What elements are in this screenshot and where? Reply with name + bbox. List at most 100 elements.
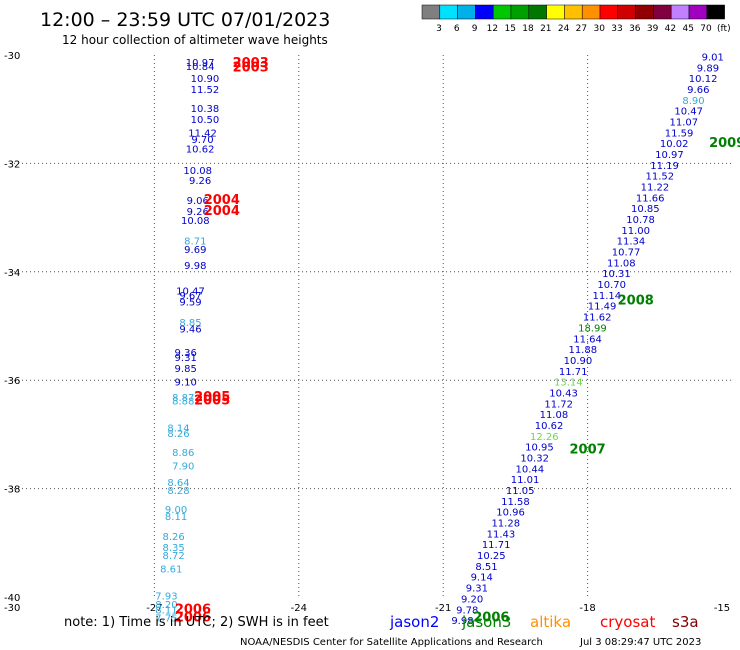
- colorbar-label: 18: [522, 24, 534, 34]
- x-tick-label: -24: [291, 603, 307, 614]
- swh-value: 10.08: [183, 166, 212, 177]
- swh-value: 11.07: [670, 117, 699, 128]
- colorbar-label: 36: [629, 24, 641, 34]
- time-label: 2006: [175, 610, 211, 625]
- colorbar-swatch: [528, 4, 547, 20]
- swh-value: 10.77: [612, 248, 641, 259]
- colorbar-swatch: [421, 4, 441, 20]
- swh-value: 10.78: [626, 215, 655, 226]
- time-label: 2007: [570, 442, 606, 457]
- colorbar-label: 6: [454, 24, 460, 34]
- swh-value: 9.20: [461, 594, 483, 605]
- x-tick-label: -15: [714, 603, 730, 614]
- colorbar-swatch: [457, 4, 476, 20]
- swh-value: 8.26: [163, 532, 185, 543]
- colorbar-swatch: [706, 4, 725, 20]
- swh-value: 10.85: [631, 204, 660, 215]
- swh-value: 10.47: [674, 107, 703, 118]
- swh-value: 11.01: [511, 475, 540, 486]
- satellite-altika: altika: [530, 613, 571, 631]
- swh-value: 9.06: [187, 196, 209, 207]
- swh-value: 11.42: [188, 128, 217, 139]
- swh-value: 18.99: [578, 323, 607, 334]
- swh-value: 9.01: [702, 52, 724, 63]
- swh-value: 8.71: [184, 237, 206, 248]
- swh-value: 9.89: [697, 63, 719, 74]
- swh-value: 10.97: [655, 150, 684, 161]
- swh-value: 9.26: [187, 207, 209, 218]
- y-tick-label: -34: [4, 268, 20, 279]
- swh-value: 8.11: [165, 512, 187, 523]
- colorbar-label: 12: [487, 24, 498, 34]
- y-tick-label: -30: [4, 51, 20, 62]
- swh-value: 11.66: [636, 193, 665, 204]
- time-label: 2006: [175, 602, 211, 617]
- data-points: 10.9710.8410.9011.5210.3810.5011.429.701…: [155, 52, 724, 627]
- colorbar-label: 3: [436, 24, 442, 34]
- satellite-s3a: s3a: [672, 613, 699, 631]
- swh-value: 10.70: [597, 280, 626, 291]
- colorbar: 3 6 9 12 15 18 21 24 27 30 33 36 39 42 45 70 (ft): [421, 4, 731, 34]
- swh-value: 8.51: [475, 562, 497, 573]
- colorbar-label: 24: [558, 24, 570, 34]
- swh-value: 8.20: [155, 600, 177, 611]
- colorbar-label: 27: [576, 24, 587, 34]
- swh-value: 8.64: [167, 478, 189, 489]
- swh-value: 11.71: [482, 540, 511, 551]
- time-labels: 2003200320042004200520052006200620092008…: [175, 56, 740, 625]
- swh-value: 10.96: [496, 508, 525, 519]
- swh-value: 8.88: [172, 397, 194, 408]
- swh-value: 10.97: [186, 58, 215, 69]
- swh-value: 8.14: [167, 424, 189, 435]
- swh-value: 10.90: [191, 74, 220, 85]
- satellite-jason3: jason3: [461, 613, 511, 631]
- time-label: 2006: [473, 610, 509, 625]
- satellite-legend: jason2 jason3 altika cryosat s3a: [389, 613, 699, 631]
- swh-value: 9.67: [179, 291, 201, 302]
- x-tick-label: -21: [435, 603, 451, 614]
- colorbar-swatch: [510, 4, 530, 20]
- satellite-jason2: jason2: [389, 613, 439, 631]
- swh-value: 11.52: [191, 85, 220, 96]
- colorbar-swatch: [688, 4, 708, 20]
- swh-value: 9.70: [191, 135, 213, 146]
- time-label: 2004: [204, 204, 240, 219]
- swh-value: 11.08: [540, 410, 569, 421]
- swh-value: 8.26: [167, 429, 189, 440]
- swh-value: 8.35: [163, 543, 185, 554]
- colorbar-swatch: [546, 4, 565, 20]
- swh-value: 9.59: [179, 297, 201, 308]
- swh-value: 8.87: [172, 393, 194, 404]
- swh-value: 10.25: [477, 551, 506, 562]
- colorbar-label: 15: [504, 24, 515, 34]
- swh-value: 9.00: [165, 505, 187, 516]
- colorbar-swatch: [635, 4, 654, 20]
- swh-value: 12.26: [530, 432, 559, 443]
- colorbar-swatch: [599, 4, 619, 20]
- swh-value: 13.14: [554, 378, 583, 389]
- swh-value: 9.98: [184, 261, 206, 272]
- swh-value: 11.88: [568, 345, 597, 356]
- swh-value: 10.43: [549, 388, 578, 399]
- time-label: 2005: [194, 394, 230, 409]
- footer-timestamp: Jul 3 08:29:47 UTC 2023: [579, 637, 701, 648]
- chart-title: 12:00 – 23:59 UTC 07/01/2023: [40, 9, 330, 31]
- swh-value: 10.95: [525, 443, 554, 454]
- swh-value: 9.98: [451, 616, 473, 627]
- colorbar-label: 42: [665, 24, 676, 34]
- swh-value: 11.22: [641, 183, 670, 194]
- swh-value: 9.10: [175, 378, 197, 389]
- x-tick-label: -27: [146, 603, 162, 614]
- colorbar-swatch: [564, 4, 583, 20]
- footer-credit: NOAA/NESDIS Center for Satellite Applica…: [240, 637, 543, 648]
- swh-value: 7.75: [155, 613, 177, 624]
- satellite-cryosat: cryosat: [600, 613, 655, 631]
- swh-value: 11.72: [544, 399, 573, 410]
- chart-subtitle: 12 hour collection of altimeter wave hei…: [62, 33, 328, 47]
- swh-value: 8.72: [163, 551, 185, 562]
- swh-value: 11.00: [621, 226, 650, 237]
- swh-value: 11.71: [559, 367, 588, 378]
- time-label: 2005: [194, 390, 230, 405]
- swh-value: 11.64: [573, 334, 602, 345]
- swh-value: 10.84: [186, 62, 215, 73]
